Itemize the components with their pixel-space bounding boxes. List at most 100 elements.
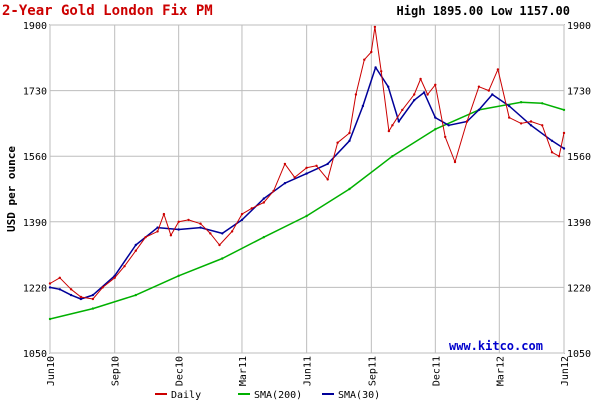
data-point-daily: [48, 282, 52, 285]
x-tick-label: Dec11: [431, 356, 442, 386]
legend-label: Daily: [171, 390, 201, 400]
x-tick-label: Sep11: [367, 356, 378, 386]
data-point-daily: [101, 286, 104, 289]
grid-lines: [49, 24, 565, 354]
x-tick-label: Sep10: [111, 356, 122, 386]
data-point-daily: [557, 155, 561, 158]
data-point-sma-200: [134, 293, 137, 297]
data-point-sma-30: [374, 66, 377, 69]
data-point-daily: [508, 116, 511, 119]
x-tick-label: Jun12: [560, 356, 571, 386]
data-point-sma-200: [562, 108, 566, 112]
data-point-sma-30: [221, 232, 224, 235]
data-point-sma-30: [434, 116, 437, 119]
data-point-daily: [209, 232, 212, 235]
data-point-daily: [218, 243, 221, 247]
data-point-daily: [550, 151, 554, 154]
data-point-sma-200: [541, 102, 544, 105]
data-point-sma-30: [361, 104, 365, 108]
data-point-daily: [391, 124, 394, 127]
data-point-daily: [363, 58, 366, 61]
data-point-daily: [169, 234, 173, 237]
data-point-daily: [272, 189, 275, 193]
data-point-daily: [305, 166, 308, 169]
data-point-daily: [177, 220, 180, 223]
data-point-daily: [496, 68, 500, 71]
data-point-sma-30: [283, 182, 287, 185]
data-point-daily: [162, 212, 166, 216]
x-tick-label: Mar11: [238, 356, 249, 386]
data-point-sma-200: [391, 155, 394, 158]
x-tick-label: Jun10: [46, 356, 57, 386]
data-point-sma-200: [434, 128, 437, 131]
data-point-daily: [283, 162, 287, 166]
series-line-sma-200: [49, 101, 565, 320]
data-point-daily: [562, 131, 566, 135]
x-tick-label: Jun11: [303, 356, 314, 386]
y-tick-label-right: 1730: [567, 87, 591, 98]
data-point-sma-30: [550, 139, 554, 142]
data-point-daily: [315, 164, 318, 167]
data-point-daily: [413, 93, 416, 96]
data-point-daily: [426, 93, 429, 96]
data-point-sma-30: [58, 288, 61, 291]
data-point-daily: [487, 89, 490, 92]
y-tick-label-left: 1220: [23, 283, 47, 294]
y-tick-label-right: 1560: [567, 152, 591, 163]
data-point-sma-30: [562, 147, 566, 150]
data-point-sma-30: [48, 286, 52, 289]
x-tick-label: Dec10: [175, 356, 186, 386]
data-point-daily: [419, 77, 422, 81]
high-value: 1895.00: [432, 4, 484, 18]
data-point-daily: [187, 218, 190, 222]
legend-label: SMA(30): [338, 390, 380, 400]
data-point-sma-30: [240, 218, 244, 222]
data-point-sma-30: [387, 85, 390, 88]
data-point-daily: [199, 222, 202, 225]
y-tick-label-left: 1900: [23, 21, 47, 32]
y-tick-label-left: 1730: [23, 87, 47, 98]
y-tick-label-left: 1050: [23, 349, 47, 360]
low-value: 1157.00: [519, 4, 570, 18]
series-lines: [48, 25, 566, 321]
data-point-sma-200: [221, 257, 224, 260]
data-point-sma-200: [48, 317, 52, 321]
y-tick-label-right: 1390: [567, 218, 591, 229]
data-point-daily: [401, 108, 404, 112]
chart-title: 2-Year Gold London Fix PM: [2, 3, 213, 19]
y-tick-label-right: 1050: [567, 349, 591, 360]
data-point-daily: [326, 178, 329, 181]
data-point-daily: [79, 295, 83, 299]
data-point-daily: [519, 122, 523, 125]
y-tick-label-left: 1560: [23, 152, 47, 163]
data-point-sma-30: [529, 124, 533, 127]
data-point-daily: [529, 120, 533, 123]
data-point-sma-30: [262, 197, 265, 200]
data-point-sma-200: [305, 214, 308, 218]
data-point-sma-30: [177, 228, 180, 231]
y-axis-label: USD per ounce: [5, 146, 18, 232]
data-point-sma-30: [397, 120, 400, 123]
data-point-sma-30: [447, 124, 450, 127]
data-point-daily: [477, 85, 481, 88]
axis-ticks: 1050 1050 1220 1220 1390 1390 1560 1560 1730 1730…: [23, 21, 591, 386]
data-point-sma-30: [69, 293, 73, 297]
data-point-daily: [444, 135, 447, 139]
data-point-sma-200: [91, 307, 95, 310]
data-point-daily: [58, 276, 61, 279]
data-point-daily: [250, 207, 253, 210]
data-point-sma-200: [348, 187, 351, 191]
data-point-sma-30: [326, 162, 329, 166]
series-line-sma-30: [49, 66, 565, 300]
data-point-sma-200: [262, 236, 265, 239]
data-point-daily: [69, 288, 73, 291]
data-point-sma-30: [199, 226, 202, 229]
data-point-daily: [113, 276, 116, 279]
y-tick-label-left: 1390: [23, 218, 47, 229]
data-point-daily: [465, 120, 469, 123]
data-point-daily: [293, 176, 296, 179]
legend: Daily SMA(200) SMA(30): [155, 390, 380, 400]
data-point-daily: [336, 141, 339, 144]
data-point-sma-30: [491, 93, 494, 96]
